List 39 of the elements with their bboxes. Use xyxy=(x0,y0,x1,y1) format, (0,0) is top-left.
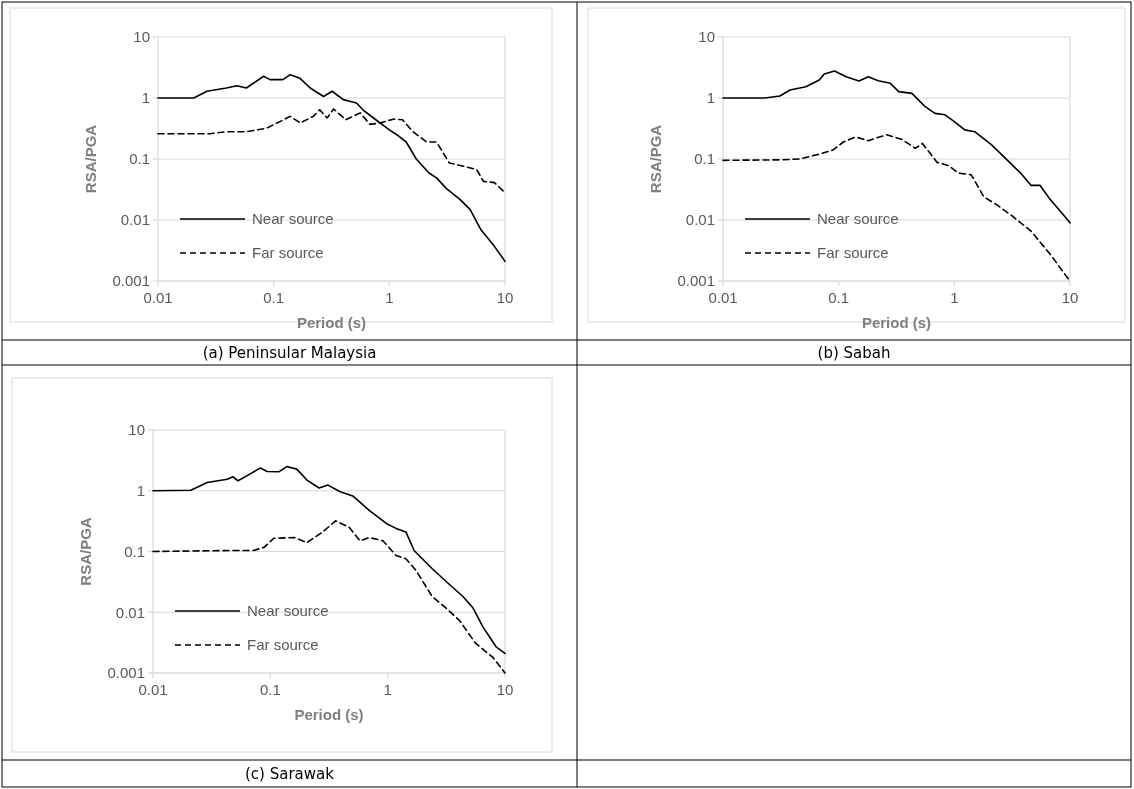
y-tick-label: 10 xyxy=(128,421,145,439)
legend-label: Far source xyxy=(252,244,324,262)
y-tick-label: 1 xyxy=(141,89,150,107)
x-tick-label: 1 xyxy=(385,289,394,306)
y-tick-label: 0.001 xyxy=(112,272,150,290)
text: (c) Sarawak xyxy=(245,764,335,783)
y-tick-label: 0.001 xyxy=(677,272,715,290)
x-tick-label: 0.1 xyxy=(263,289,285,306)
y-tick-label: 0.1 xyxy=(129,150,150,168)
y-tick-label: 0.01 xyxy=(115,603,145,621)
x-axis-title: Period (s) xyxy=(294,706,364,723)
text: (b) Sabah xyxy=(817,343,891,362)
x-tick-label: 0.1 xyxy=(259,681,281,698)
y-tick-label: 0.001 xyxy=(107,664,145,682)
y-tick-label: 0.1 xyxy=(124,542,145,560)
y-tick-label: 1 xyxy=(706,89,715,107)
y-axis-title: RSA/PGA xyxy=(77,517,94,586)
y-tick-label: 10 xyxy=(698,28,715,46)
y-axis-title: RSA/PGA xyxy=(647,124,664,194)
x-axis-title: Period (s) xyxy=(296,314,367,331)
legend-label: Near source xyxy=(252,210,334,228)
y-tick-label: 0.01 xyxy=(685,211,715,229)
x-tick-label: 10 xyxy=(496,289,514,306)
x-axis-title: Period (s) xyxy=(861,314,932,331)
legend-label: Near source xyxy=(247,602,329,620)
legend-label: Far source xyxy=(247,636,319,654)
x-tick-label: 1 xyxy=(950,289,959,306)
x-tick-label: 10 xyxy=(496,681,514,698)
x-tick-label: 0.1 xyxy=(828,289,850,306)
legend-label: Near source xyxy=(817,210,899,228)
y-axis-title: RSA/PGA xyxy=(82,124,99,194)
y-tick-label: 0.01 xyxy=(120,211,150,229)
text: (a) Peninsular Malaysia xyxy=(202,343,377,362)
legend-label: Far source xyxy=(817,244,889,262)
y-tick-label: 0.1 xyxy=(694,150,715,168)
y-tick-label: 10 xyxy=(133,28,150,46)
x-tick-label: 10 xyxy=(1061,289,1079,306)
x-tick-label: 1 xyxy=(383,681,392,698)
y-tick-label: 1 xyxy=(136,482,145,499)
